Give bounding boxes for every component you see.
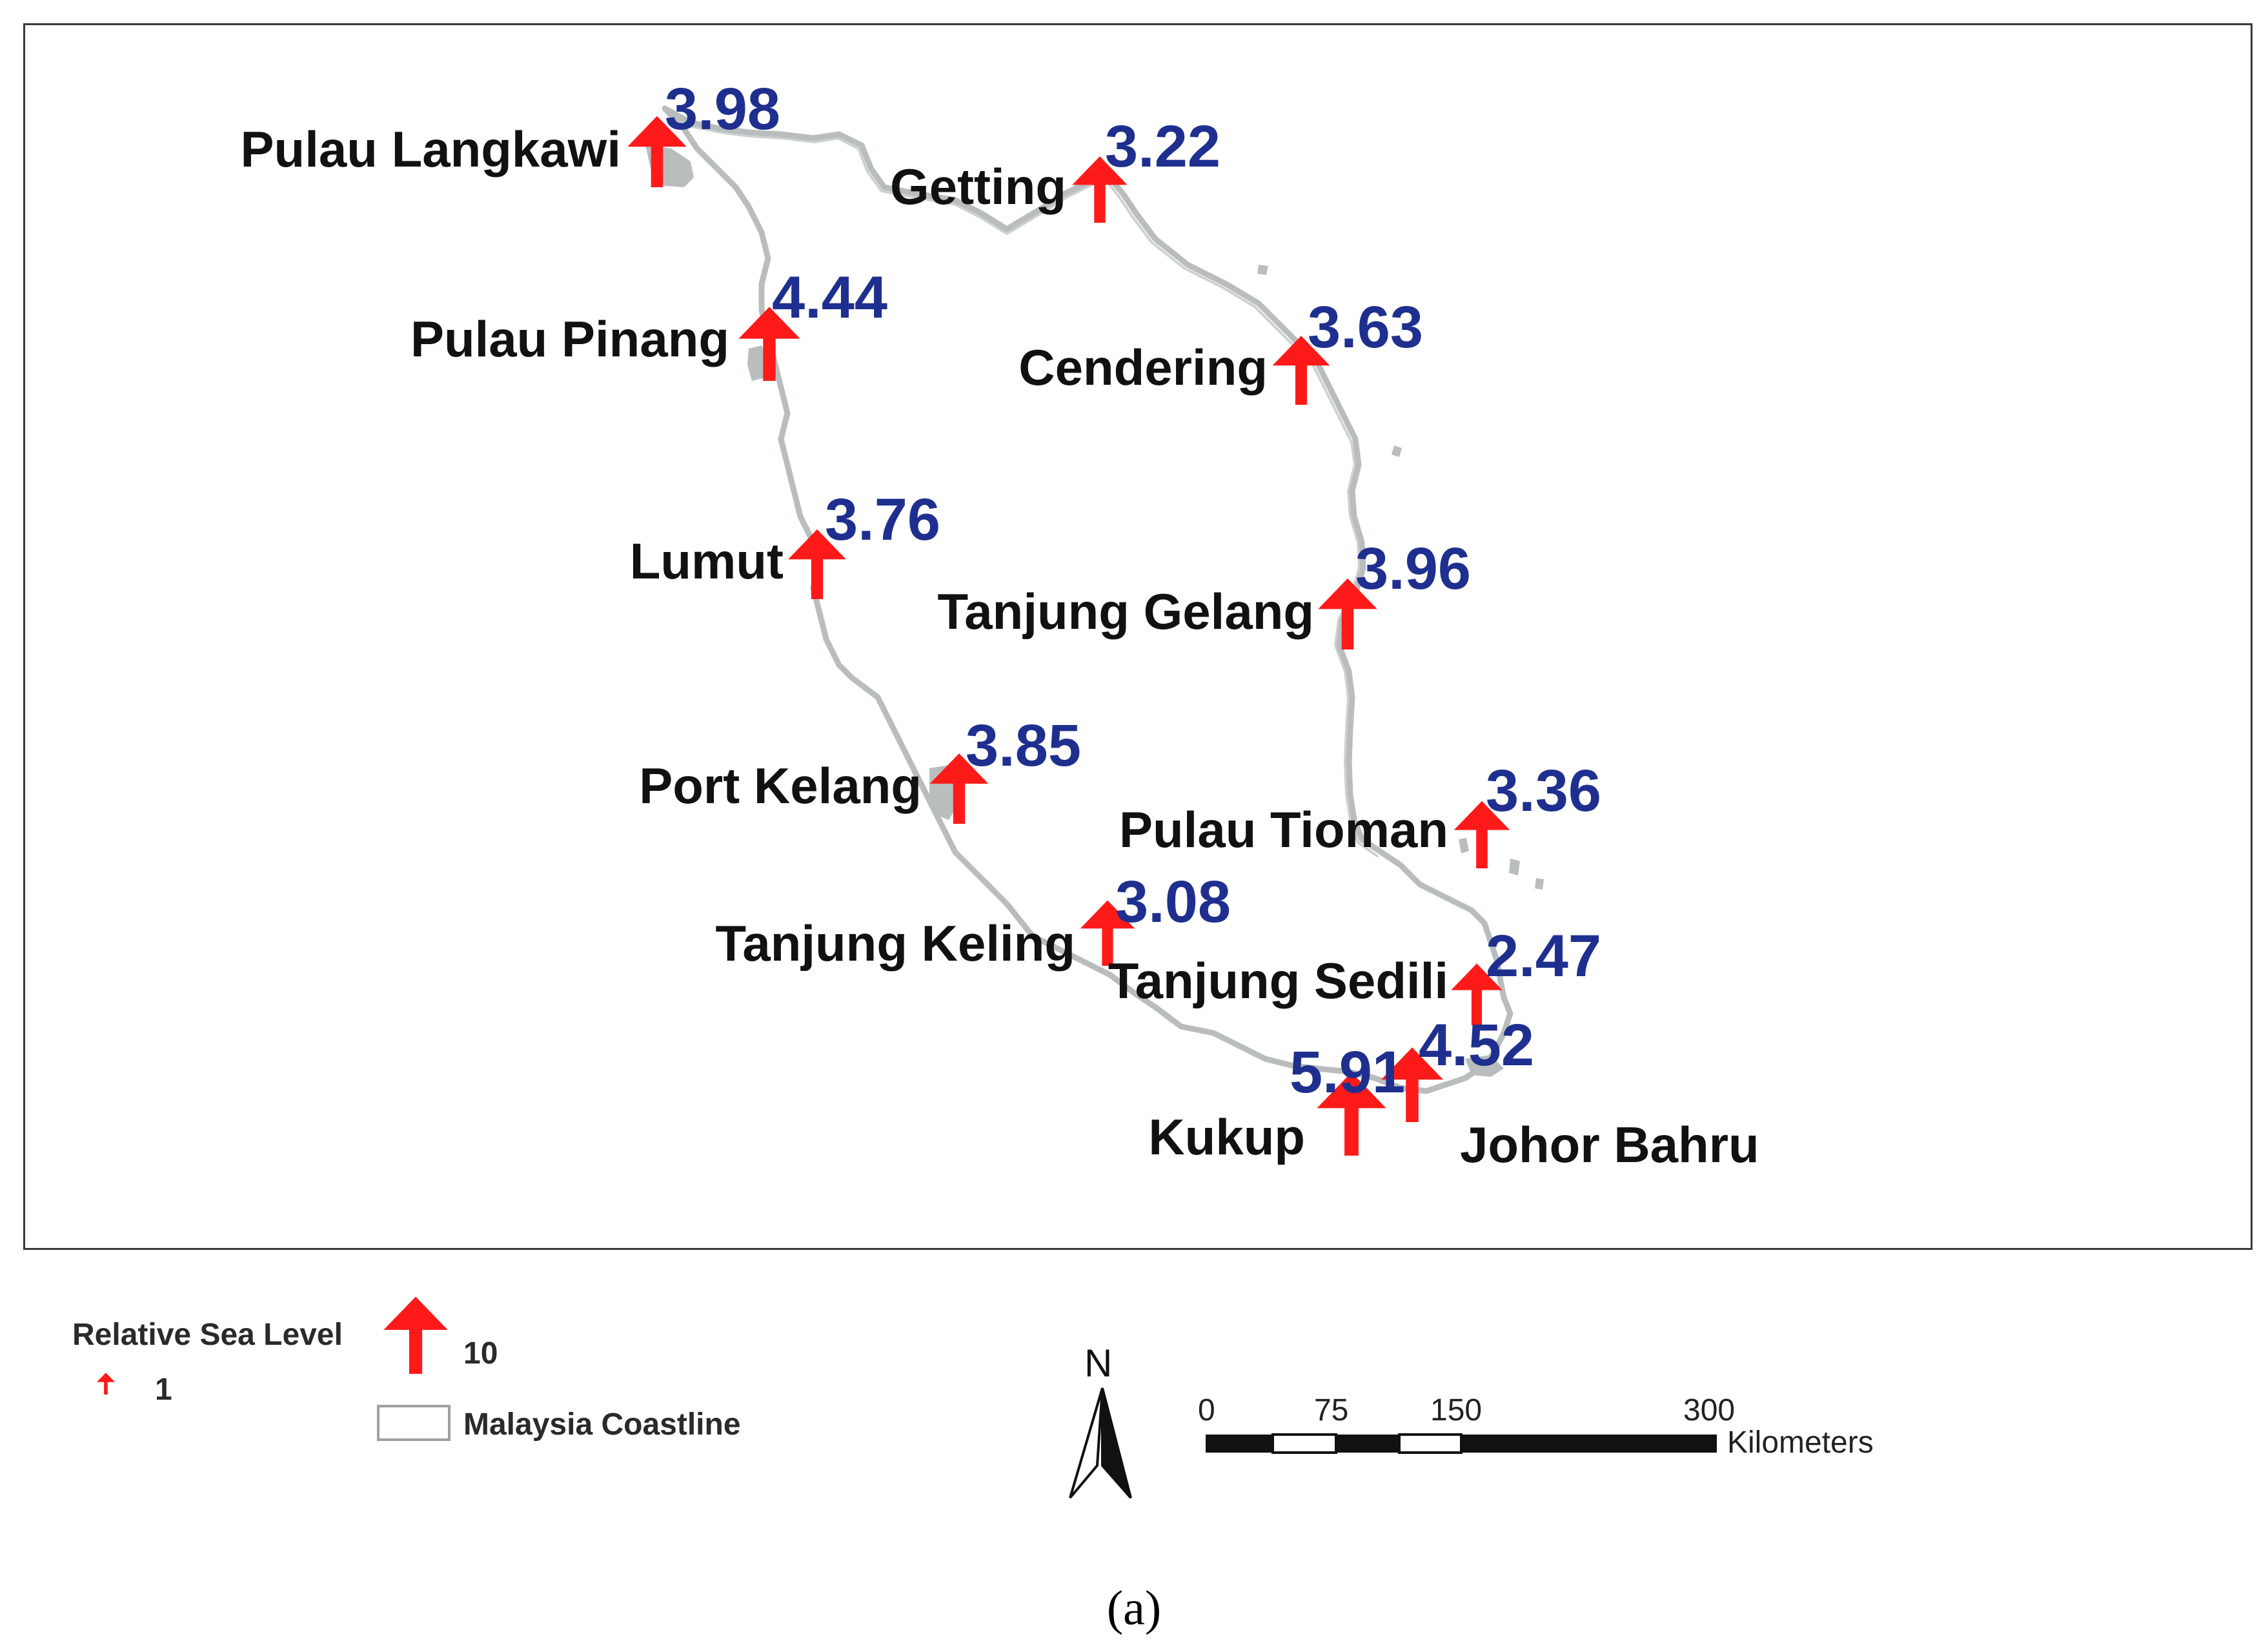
arrow-up-icon <box>788 529 846 599</box>
station-lumut: Lumut 3.76 <box>630 487 940 599</box>
station-label: Pulau Pinang <box>410 311 729 367</box>
arrow-up-icon <box>1072 156 1128 223</box>
station-value: 3.22 <box>1105 114 1220 179</box>
legend-small-arrow <box>96 1373 116 1395</box>
station-value: 3.08 <box>1115 869 1231 935</box>
station-tanjung-sedili: Tanjung Sedili 2.47 <box>1108 923 1601 1025</box>
station-pulau-langkawi: Pulau Langkawi 3.98 <box>241 76 780 187</box>
tioman-island-2 <box>1509 859 1520 875</box>
arrow-up-icon <box>929 753 989 824</box>
arrow-up-icon <box>1272 336 1330 405</box>
arrow-up-icon <box>1381 1047 1444 1122</box>
station-label: Pulau Langkawi <box>241 121 621 178</box>
arrow-up-icon <box>1080 900 1135 966</box>
scale-unit: Kilometers <box>1727 1425 1874 1460</box>
scale-tick-75: 75 <box>1314 1393 1348 1427</box>
arrow-up-icon <box>383 1296 448 1374</box>
arrow-up-icon <box>1453 801 1510 868</box>
north-arrow-left-half <box>1069 1387 1104 1499</box>
station-label: Johor Bahru <box>1460 1116 1759 1173</box>
station-getting: Getting 3.22 <box>890 114 1220 223</box>
station-value: 3.76 <box>825 487 940 553</box>
station-value: 3.36 <box>1486 758 1601 824</box>
station-label: Port Kelang <box>639 757 922 814</box>
north-label: N <box>1084 1342 1112 1385</box>
station-label: Lumut <box>630 533 784 589</box>
legend: Relative Sea Level 1 10 Malaysia Coastli… <box>72 1296 741 1442</box>
scale-segment-3 <box>1336 1435 1399 1453</box>
legend-coastline-swatch <box>377 1405 451 1441</box>
arrow-up-icon <box>1318 578 1377 649</box>
station-label: Tanjung Keling <box>715 915 1075 972</box>
station-value: 5.91 <box>1290 1039 1405 1105</box>
scale-segment-2 <box>1271 1433 1337 1454</box>
tioman-island-3 <box>1535 878 1544 890</box>
arrow-up-icon <box>1317 1072 1386 1156</box>
station-value: 4.52 <box>1419 1012 1534 1078</box>
tioman-island-1 <box>1459 838 1469 853</box>
arrow-up-icon <box>96 1373 116 1395</box>
coastline-inner-edge <box>667 111 1379 857</box>
penang-island <box>747 345 768 381</box>
station-tanjung-keling: Tanjung Keling 3.08 <box>715 869 1231 972</box>
scale-tick-150: 150 <box>1430 1393 1482 1427</box>
north-arrow: N <box>1069 1342 1132 1499</box>
station-value: 3.96 <box>1355 536 1471 602</box>
figure-caption: (a) <box>1107 1581 1161 1635</box>
station-tanjung-gelang: Tanjung Gelang 3.96 <box>937 536 1471 649</box>
scale-bar: 0 75 150 300 Kilometers <box>1198 1393 1874 1460</box>
station-value: 4.44 <box>772 265 887 331</box>
station-label: Tanjung Sedili <box>1108 952 1448 1009</box>
station-johor-bahru: Johor Bahru 4.52 <box>1381 1012 1759 1173</box>
legend-large-arrow <box>383 1296 448 1374</box>
north-arrow-right-half <box>1101 1387 1132 1499</box>
station-label: Pulau Tioman <box>1119 801 1448 858</box>
map-frame <box>23 23 2253 1250</box>
johor-bay-island <box>1465 1055 1504 1077</box>
terengganu-island <box>1257 265 1268 275</box>
scale-segment-1 <box>1206 1435 1273 1453</box>
scale-tick-0: 0 <box>1198 1393 1215 1427</box>
pahang-island <box>1392 445 1402 457</box>
legend-coastline-label: Malaysia Coastline <box>463 1407 741 1442</box>
station-label: Tanjung Gelang <box>937 583 1314 640</box>
station-pulau-tioman: Pulau Tioman 3.36 <box>1119 758 1601 868</box>
station-label: Cendering <box>1018 339 1268 396</box>
scale-tick-300: 300 <box>1683 1393 1735 1427</box>
station-value: 3.85 <box>966 713 1081 779</box>
station-cendering: Cendering 3.63 <box>1018 294 1423 405</box>
legend-large-value: 10 <box>463 1336 498 1371</box>
station-port-kelang: Port Kelang 3.85 <box>639 713 1081 824</box>
legend-small-value: 1 <box>155 1373 172 1407</box>
stations-layer: Pulau Langkawi 3.98 Getting 3.22 Pulau Pinan… <box>241 76 1759 1173</box>
scale-segment-4 <box>1398 1433 1463 1454</box>
scale-segment-5 <box>1461 1435 1717 1453</box>
station-label: Kukup <box>1148 1109 1305 1165</box>
arrow-up-icon <box>738 307 800 381</box>
station-pulau-pinang: Pulau Pinang 4.44 <box>410 265 887 381</box>
arrow-up-icon <box>1451 963 1503 1025</box>
station-value: 3.98 <box>665 76 780 142</box>
station-value: 2.47 <box>1486 923 1601 989</box>
station-label: Getting <box>890 158 1066 215</box>
arrow-up-icon <box>627 116 687 187</box>
station-value: 3.63 <box>1308 294 1423 360</box>
legend-title: Relative Sea Level <box>72 1318 343 1352</box>
